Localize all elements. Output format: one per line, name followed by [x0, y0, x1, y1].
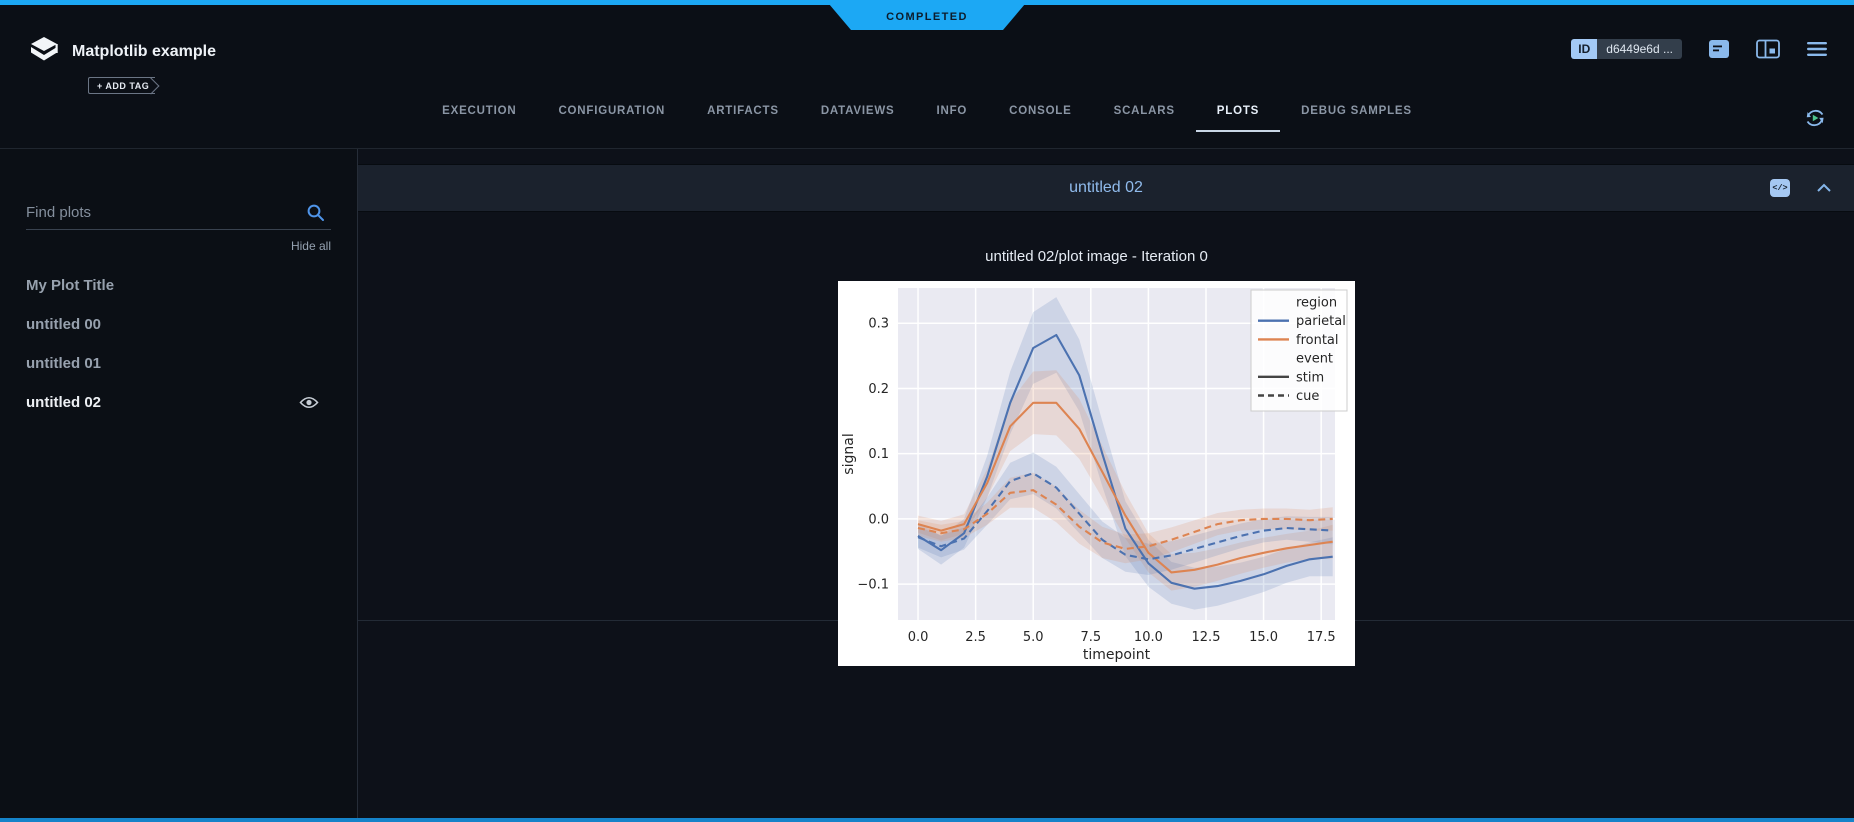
bottom-accent-bar — [0, 818, 1854, 822]
id-label: ID — [1571, 39, 1598, 59]
plot-list-item[interactable]: untitled 00 — [26, 305, 331, 344]
svg-text:stim: stim — [1296, 370, 1324, 385]
tab-dataviews[interactable]: DATAVIEWS — [820, 105, 895, 117]
plot-image[interactable]: 0.0 2.5 5.0 7.5 10.0 12.5 15.0 17.5 −0.1 0.0 0.1 0.… — [838, 281, 1355, 666]
svg-text:frontal: frontal — [1296, 333, 1339, 348]
plot-item-label: My Plot Title — [26, 277, 115, 294]
menu-icon[interactable] — [1806, 41, 1828, 57]
svg-text:0.2: 0.2 — [868, 382, 889, 397]
svg-text:event: event — [1296, 352, 1333, 367]
plot-panel-header: untitled 02 </> — [358, 164, 1854, 212]
auto-refresh-icon[interactable] — [1802, 105, 1828, 131]
tab-info[interactable]: INFO — [936, 105, 968, 117]
svg-text:12.5: 12.5 — [1192, 630, 1221, 645]
svg-text:15.0: 15.0 — [1249, 630, 1278, 645]
add-tag-button[interactable]: + ADD TAG — [88, 77, 156, 94]
svg-text:0.0: 0.0 — [868, 512, 889, 527]
plot-title: untitled 02/plot image - Iteration 0 — [985, 248, 1208, 265]
tab-configuration[interactable]: CONFIGURATION — [558, 105, 666, 117]
plot-list-item[interactable]: untitled 02 — [26, 383, 331, 422]
main-panel: untitled 02 </> untitled 02/plot image -… — [358, 149, 1854, 819]
plots-sidebar: Hide all My Plot Title untitled 00 untitle… — [0, 149, 358, 819]
svg-text:signal: signal — [841, 433, 857, 474]
tab-artifacts[interactable]: ARTIFACTS — [707, 105, 779, 117]
top-accent-bar — [0, 0, 1854, 5]
status-badge: COMPLETED — [829, 4, 1025, 30]
side-panel-icon[interactable] — [1756, 39, 1780, 59]
plot-item-label: untitled 00 — [26, 316, 102, 333]
collapse-panel-icon[interactable] — [1816, 183, 1832, 193]
tab-console[interactable]: CONSOLE — [1009, 105, 1072, 117]
view-code-button[interactable]: </> — [1770, 179, 1790, 197]
search-field — [26, 195, 331, 230]
svg-text:10.0: 10.0 — [1134, 630, 1163, 645]
experiment-title: Matplotlib example — [72, 43, 217, 60]
tab-debug-samples[interactable]: DEBUG SAMPLES — [1301, 105, 1412, 117]
content: Hide all My Plot Title untitled 00 untitle… — [0, 148, 1854, 819]
svg-text:0.3: 0.3 — [868, 317, 889, 332]
experiment-logo-icon — [31, 37, 58, 61]
tab-plots[interactable]: PLOTS — [1195, 95, 1281, 132]
plot-panel-title: untitled 02 — [1069, 179, 1143, 196]
tab-bar: EXECUTION CONFIGURATION ARTIFACTS DATAVIEWS… — [0, 95, 1854, 132]
svg-text:2.5: 2.5 — [965, 630, 986, 645]
svg-text:cue: cue — [1296, 389, 1319, 404]
plot-item-label: untitled 02 — [26, 394, 102, 411]
search-input[interactable] — [26, 195, 331, 229]
tab-scalars[interactable]: SCALARS — [1113, 105, 1175, 117]
svg-text:parietal: parietal — [1296, 314, 1346, 329]
experiment-id-chip[interactable]: ID d6449e6d ... — [1571, 39, 1682, 59]
plot-list-item[interactable]: untitled 01 — [26, 344, 331, 383]
plot-item-label: untitled 01 — [26, 355, 102, 372]
status-label: COMPLETED — [886, 11, 968, 23]
id-value: d6449e6d ... — [1597, 39, 1682, 59]
svg-text:7.5: 7.5 — [1080, 630, 1101, 645]
svg-text:0.0: 0.0 — [908, 630, 929, 645]
plot-list-item[interactable]: My Plot Title — [26, 266, 331, 305]
svg-text:region: region — [1296, 296, 1337, 311]
header: Matplotlib example + ADD TAG ID d6449e6d… — [0, 5, 1854, 148]
hide-all-link[interactable]: Hide all — [290, 239, 331, 253]
svg-text:−0.1: −0.1 — [857, 578, 889, 593]
plot-list: My Plot Title untitled 00 untitled 01 untit… — [26, 266, 331, 422]
console-log-icon[interactable] — [1708, 39, 1730, 59]
svg-text:5.0: 5.0 — [1023, 630, 1044, 645]
eye-icon[interactable] — [299, 396, 319, 409]
search-icon — [307, 204, 324, 221]
svg-text:17.5: 17.5 — [1307, 630, 1336, 645]
tab-execution[interactable]: EXECUTION — [442, 105, 517, 117]
svg-text:timepoint: timepoint — [1083, 647, 1151, 663]
svg-text:0.1: 0.1 — [868, 447, 889, 462]
plot-section: untitled 02/plot image - Iteration 0 0.0… — [358, 212, 1854, 666]
